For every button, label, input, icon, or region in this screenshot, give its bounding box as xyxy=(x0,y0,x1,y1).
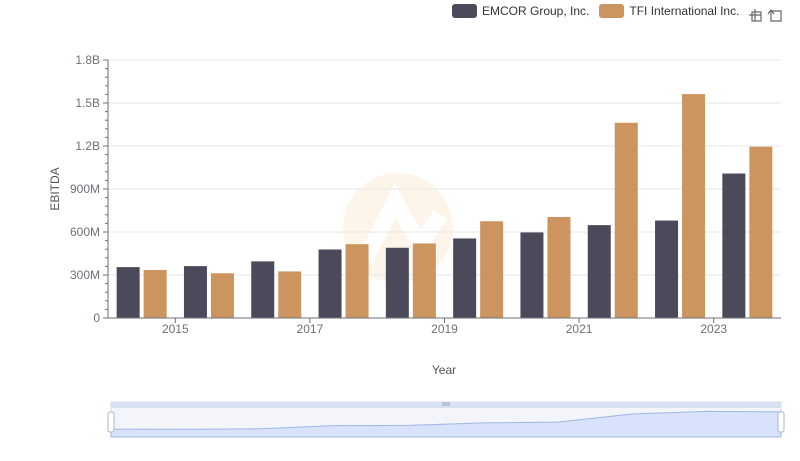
gridlines xyxy=(108,59,781,319)
y-tick-label: 0 xyxy=(93,311,100,325)
restore-icon[interactable] xyxy=(766,6,784,24)
y-tick-label: 900M xyxy=(70,182,100,196)
bar-emcor-2023[interactable] xyxy=(722,173,746,318)
bar-emcor-2016[interactable] xyxy=(251,261,275,318)
datazoom-right-handle[interactable] xyxy=(777,411,785,433)
bar-tfi-2022[interactable] xyxy=(682,94,706,318)
y-tick-label: 600M xyxy=(70,225,100,239)
bars xyxy=(116,94,773,318)
legend-item-tfi[interactable]: TFI International Inc. xyxy=(599,4,739,18)
datazoom-left-handle[interactable] xyxy=(107,411,115,433)
zoom-icon[interactable] xyxy=(746,6,764,24)
bar-emcor-2021[interactable] xyxy=(587,225,611,318)
bar-tfi-2016[interactable] xyxy=(278,271,302,318)
bar-emcor-2017[interactable] xyxy=(318,249,342,318)
legend-swatch-emcor xyxy=(452,4,477,18)
legend-label-emcor: EMCOR Group, Inc. xyxy=(482,4,590,18)
bar-tfi-2014[interactable] xyxy=(143,269,167,318)
bar-tfi-2015[interactable] xyxy=(210,273,234,318)
bar-tfi-2020[interactable] xyxy=(547,216,571,318)
y-axis-label: EBITDA xyxy=(48,167,62,210)
bar-emcor-2020[interactable] xyxy=(520,232,544,318)
legend-label-tfi: TFI International Inc. xyxy=(629,4,740,18)
toolbox xyxy=(746,6,786,24)
x-tick-label: 2023 xyxy=(700,322,727,336)
y-tick-label: 1.5B xyxy=(75,96,100,110)
legend-swatch-tfi xyxy=(599,4,625,18)
datazoom-drag-handle[interactable] xyxy=(442,402,450,406)
legend: EMCOR Group, Inc. TFI International Inc. xyxy=(452,4,749,18)
x-axis: 2015 2017 2019 2021 2023 xyxy=(108,317,781,336)
bar-tfi-2023[interactable] xyxy=(749,146,773,318)
x-tick-label: 2021 xyxy=(566,322,593,336)
y-tick-label: 1.2B xyxy=(75,139,100,153)
bar-emcor-2018[interactable] xyxy=(385,247,409,318)
x-tick-label: 2019 xyxy=(431,322,458,336)
bar-emcor-2019[interactable] xyxy=(453,238,477,318)
y-axis: 0 300M 600M 900M 1.2B 1.5B 1.8B xyxy=(70,53,109,325)
bar-emcor-2022[interactable] xyxy=(655,220,679,318)
bar-tfi-2017[interactable] xyxy=(345,244,369,318)
y-tick-label: 300M xyxy=(70,268,100,282)
bar-tfi-2019[interactable] xyxy=(480,221,504,318)
bar-tfi-2018[interactable] xyxy=(412,243,436,318)
datazoom-slider[interactable] xyxy=(107,401,785,438)
x-tick-label: 2015 xyxy=(162,322,189,336)
bar-emcor-2015[interactable] xyxy=(183,266,207,318)
x-axis-label: Year xyxy=(432,363,456,377)
x-tick-label: 2017 xyxy=(297,322,324,336)
y-tick-label: 1.8B xyxy=(75,53,100,67)
bar-emcor-2014[interactable] xyxy=(116,267,140,318)
legend-item-emcor[interactable]: EMCOR Group, Inc. xyxy=(452,4,589,18)
bar-tfi-2021[interactable] xyxy=(614,122,638,318)
